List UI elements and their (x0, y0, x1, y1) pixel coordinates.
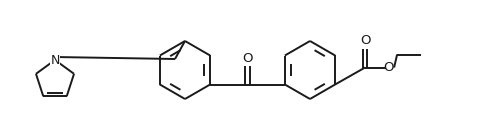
Text: O: O (242, 51, 253, 64)
Text: O: O (383, 61, 393, 74)
Text: O: O (360, 34, 370, 47)
Text: N: N (50, 53, 60, 66)
